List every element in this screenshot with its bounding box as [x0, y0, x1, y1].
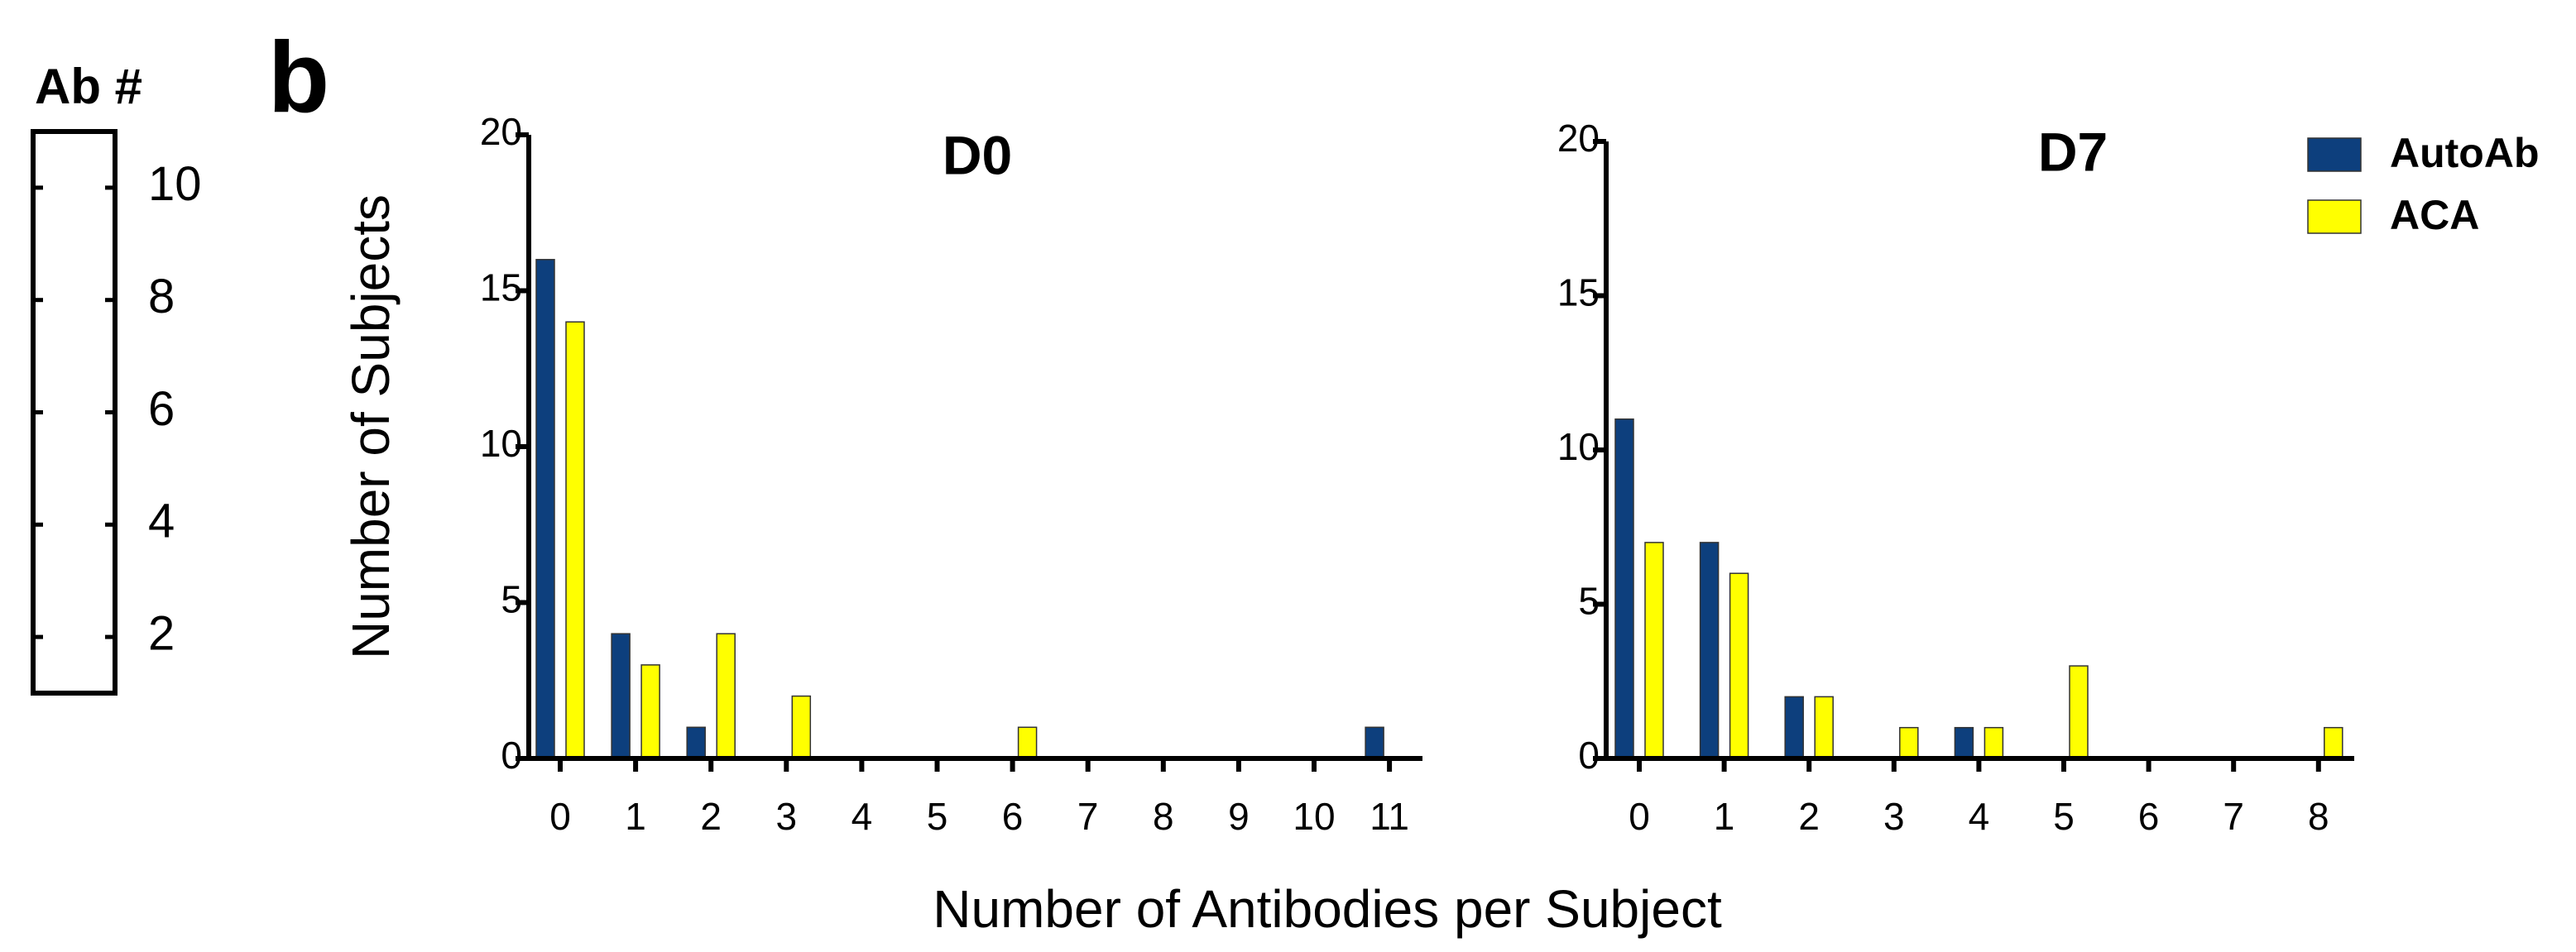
bar — [1699, 542, 1720, 759]
y-tick-label: 20 — [480, 110, 522, 153]
legend-label: AutoAb — [2390, 130, 2540, 176]
bar — [1017, 726, 1038, 759]
chart-title: D7 — [2038, 121, 2108, 182]
bar — [1614, 418, 1634, 759]
y-tick-label: 0 — [501, 734, 522, 777]
bar — [1784, 696, 1804, 759]
x-tick-label: 0 — [1629, 795, 1650, 838]
y-tick-label: 10 — [480, 422, 522, 465]
colorbar-title: Ab # — [35, 59, 142, 114]
chart-title: D0 — [943, 124, 1012, 185]
y-tick-label: 0 — [1578, 734, 1600, 777]
y-tick-label: 15 — [1557, 271, 1600, 314]
bar — [2324, 726, 2343, 759]
x-tick-label: 5 — [927, 795, 948, 838]
x-tick-label: 8 — [2308, 795, 2329, 838]
x-tick-label: 2 — [700, 795, 722, 838]
x-tick-label: 7 — [1077, 795, 1099, 838]
x-tick-label: 10 — [1293, 795, 1335, 838]
x-tick-label: 3 — [776, 795, 798, 838]
x-tick-label: 6 — [1002, 795, 1024, 838]
y-tick-label: 20 — [1557, 117, 1600, 160]
colorbar-frame — [31, 129, 118, 696]
x-axis-label: Number of Antibodies per Subject — [933, 879, 1722, 939]
y-axis-label: Number of Subjects — [341, 194, 401, 659]
y-tick-label: 6 — [148, 382, 175, 436]
y-tick-label: 5 — [1578, 580, 1600, 623]
bar — [791, 695, 812, 759]
legend-label: ACA — [2390, 192, 2479, 238]
x-tick-label: 4 — [1969, 795, 1990, 838]
bar — [535, 259, 555, 759]
bar — [1365, 726, 1384, 759]
legend-swatch — [2307, 137, 2362, 172]
y-tick-label: 10 — [148, 157, 202, 211]
x-tick-label: 9 — [1228, 795, 1250, 838]
bar — [1984, 726, 2004, 759]
bar — [640, 664, 660, 759]
bar — [565, 321, 585, 759]
bar — [2069, 665, 2089, 759]
x-tick-label: 3 — [1883, 795, 1905, 838]
bar — [1899, 726, 1919, 759]
bar — [716, 633, 736, 759]
bar — [1644, 542, 1664, 759]
y-tick-label: 10 — [1557, 425, 1600, 468]
legend-swatch — [2307, 199, 2362, 234]
x-tick-label: 1 — [1714, 795, 1735, 838]
x-tick-label: 6 — [2138, 795, 2160, 838]
y-tick-label: 4 — [148, 495, 175, 548]
bar — [1729, 572, 1749, 759]
y-tick-label: 15 — [480, 266, 522, 309]
bar — [686, 726, 706, 759]
x-tick-label: 4 — [851, 795, 873, 838]
y-tick-label: 5 — [501, 578, 522, 621]
x-tick-label: 2 — [1798, 795, 1820, 838]
x-tick-label: 8 — [1153, 795, 1174, 838]
x-tick-label: 5 — [2053, 795, 2075, 838]
y-tick-label: 2 — [148, 606, 175, 660]
panel-label: b — [268, 21, 330, 133]
x-tick-label: 7 — [2223, 795, 2244, 838]
bar — [1954, 726, 1974, 759]
x-tick-label: 0 — [549, 795, 571, 838]
x-tick-label: 11 — [1370, 795, 1409, 838]
bar — [1814, 696, 1834, 759]
bar — [611, 633, 631, 759]
y-tick-label: 8 — [148, 270, 175, 323]
x-tick-label: 1 — [625, 795, 646, 838]
